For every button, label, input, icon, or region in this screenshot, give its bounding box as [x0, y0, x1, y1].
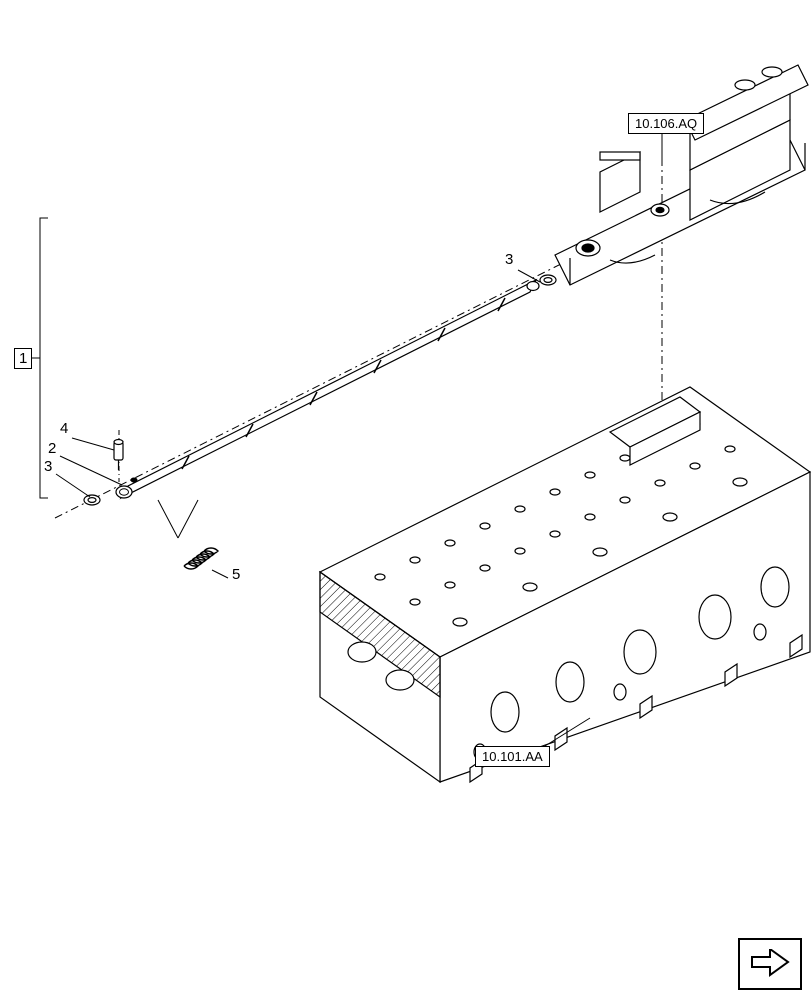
callout-2-text: 2 — [48, 440, 56, 457]
next-arrow-icon — [750, 949, 790, 979]
part-rocker-housing — [555, 65, 808, 285]
callout-5: 5 — [232, 566, 240, 583]
ref-box-bottom-text: 10.101.AA — [482, 749, 543, 764]
ref-box-top-text: 10.106.AQ — [635, 116, 697, 131]
assembly-bracket — [32, 218, 48, 498]
part-shaft — [116, 280, 539, 498]
callout-3-right: 3 — [505, 251, 513, 268]
callout-4-text: 4 — [60, 420, 68, 437]
part-plug-left — [84, 495, 100, 505]
part-pin — [114, 440, 123, 471]
part-plug-right — [540, 275, 556, 285]
assembly-callout-1-text: 1 — [19, 350, 27, 367]
ref-box-bottom: 10.101.AA — [475, 746, 550, 767]
callout-3-left-text: 3 — [44, 458, 52, 475]
next-page-button[interactable] — [738, 938, 802, 990]
v-leader — [158, 500, 198, 538]
part-cylinder-head — [320, 387, 810, 782]
callout-3-left: 3 — [44, 458, 52, 475]
diagram-svg — [0, 0, 812, 1000]
part-spring — [184, 548, 218, 569]
callout-3-right-text: 3 — [505, 251, 513, 268]
callout-2: 2 — [48, 440, 56, 457]
assembly-callout-1: 1 — [14, 348, 32, 369]
callout-5-text: 5 — [232, 566, 240, 583]
ref-box-top: 10.106.AQ — [628, 113, 704, 134]
callout-4: 4 — [60, 420, 68, 437]
diagram-stage: 10.106.AQ 10.101.AA 1 4 2 3 5 3 — [0, 0, 812, 1000]
